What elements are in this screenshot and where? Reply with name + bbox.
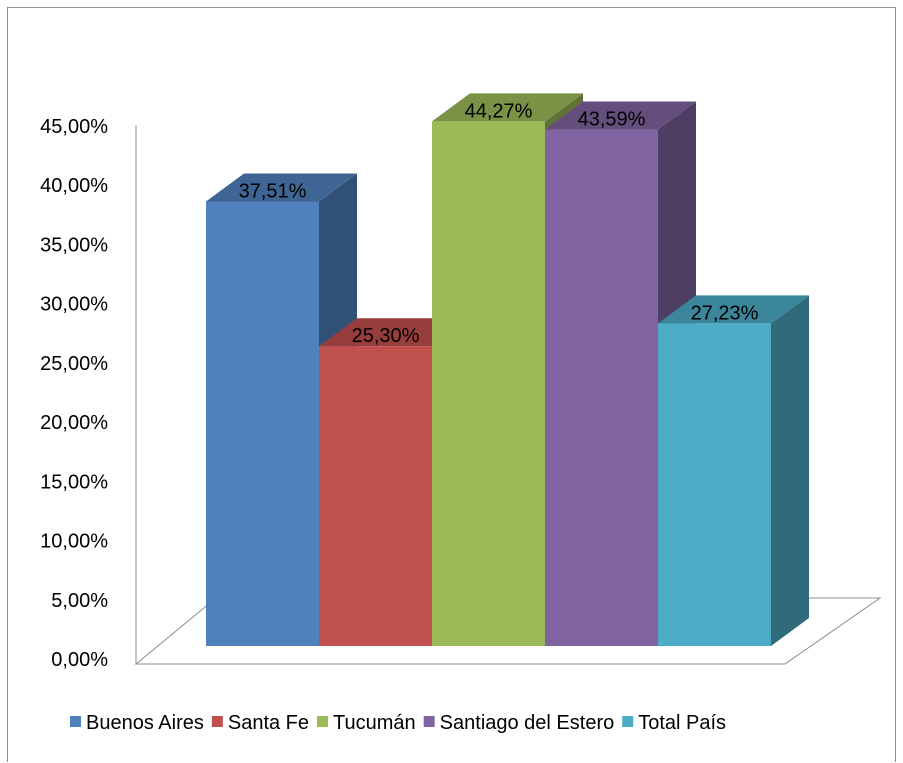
data-label: 25,30% [352,325,420,347]
legend-item: Buenos Aires [70,712,204,734]
bar [545,101,696,647]
bar-top-face [206,173,357,202]
y-tick-label: 30,00% [40,294,108,316]
y-tick-label: 0,00% [51,649,108,671]
legend-label: Santa Fe [228,712,309,734]
legend-item: Santa Fe [211,712,309,734]
legend-swatch [622,716,634,727]
bar-front-face [319,346,432,646]
data-label: 43,59% [578,108,646,130]
bar-top-face [432,93,583,122]
y-tick-label: 25,00% [40,353,108,375]
chart-floor [134,597,882,665]
legend-label: Buenos Aires [86,712,204,734]
bar-front-face [545,129,658,646]
legend-label: Total País [638,712,726,734]
y-tick-label: 45,00% [40,116,108,138]
bar-front-face [658,323,771,646]
legend-item: Total País [622,712,726,734]
bar-front-face [206,201,319,646]
chart-frame: 0,00% 5,00% 10,00% 15,00% 20,00% 25,00% 30,00%… [7,7,896,762]
legend-swatch [70,716,81,727]
bar-front-face [432,121,545,646]
bar-side-face [771,295,809,646]
bar-top-face [545,101,696,130]
legend-label: Tucumán [333,712,416,734]
legend-swatch [423,716,435,727]
bar-chart: 0,00% 5,00% 10,00% 15,00% 20,00% 25,00% 30,00%… [40,93,882,734]
y-tick-label: 15,00% [40,471,108,493]
bar-top-face [658,295,809,324]
data-label: 27,23% [691,302,759,324]
legend-swatch [211,716,223,727]
legend-item: Tucumán [317,712,416,734]
y-tick-label: 35,00% [40,234,108,256]
data-label: 37,51% [239,181,307,203]
legend-label: Santiago del Estero [440,712,615,734]
y-tick-label: 10,00% [40,531,108,553]
legend-item: Santiago del Estero [423,712,615,734]
y-tick-label: 5,00% [51,590,108,612]
bar [658,295,809,646]
y-tick-label: 20,00% [40,412,108,434]
y-tick-label: 40,00% [40,175,108,197]
data-label: 44,27% [465,100,533,122]
legend-swatch [317,716,329,727]
